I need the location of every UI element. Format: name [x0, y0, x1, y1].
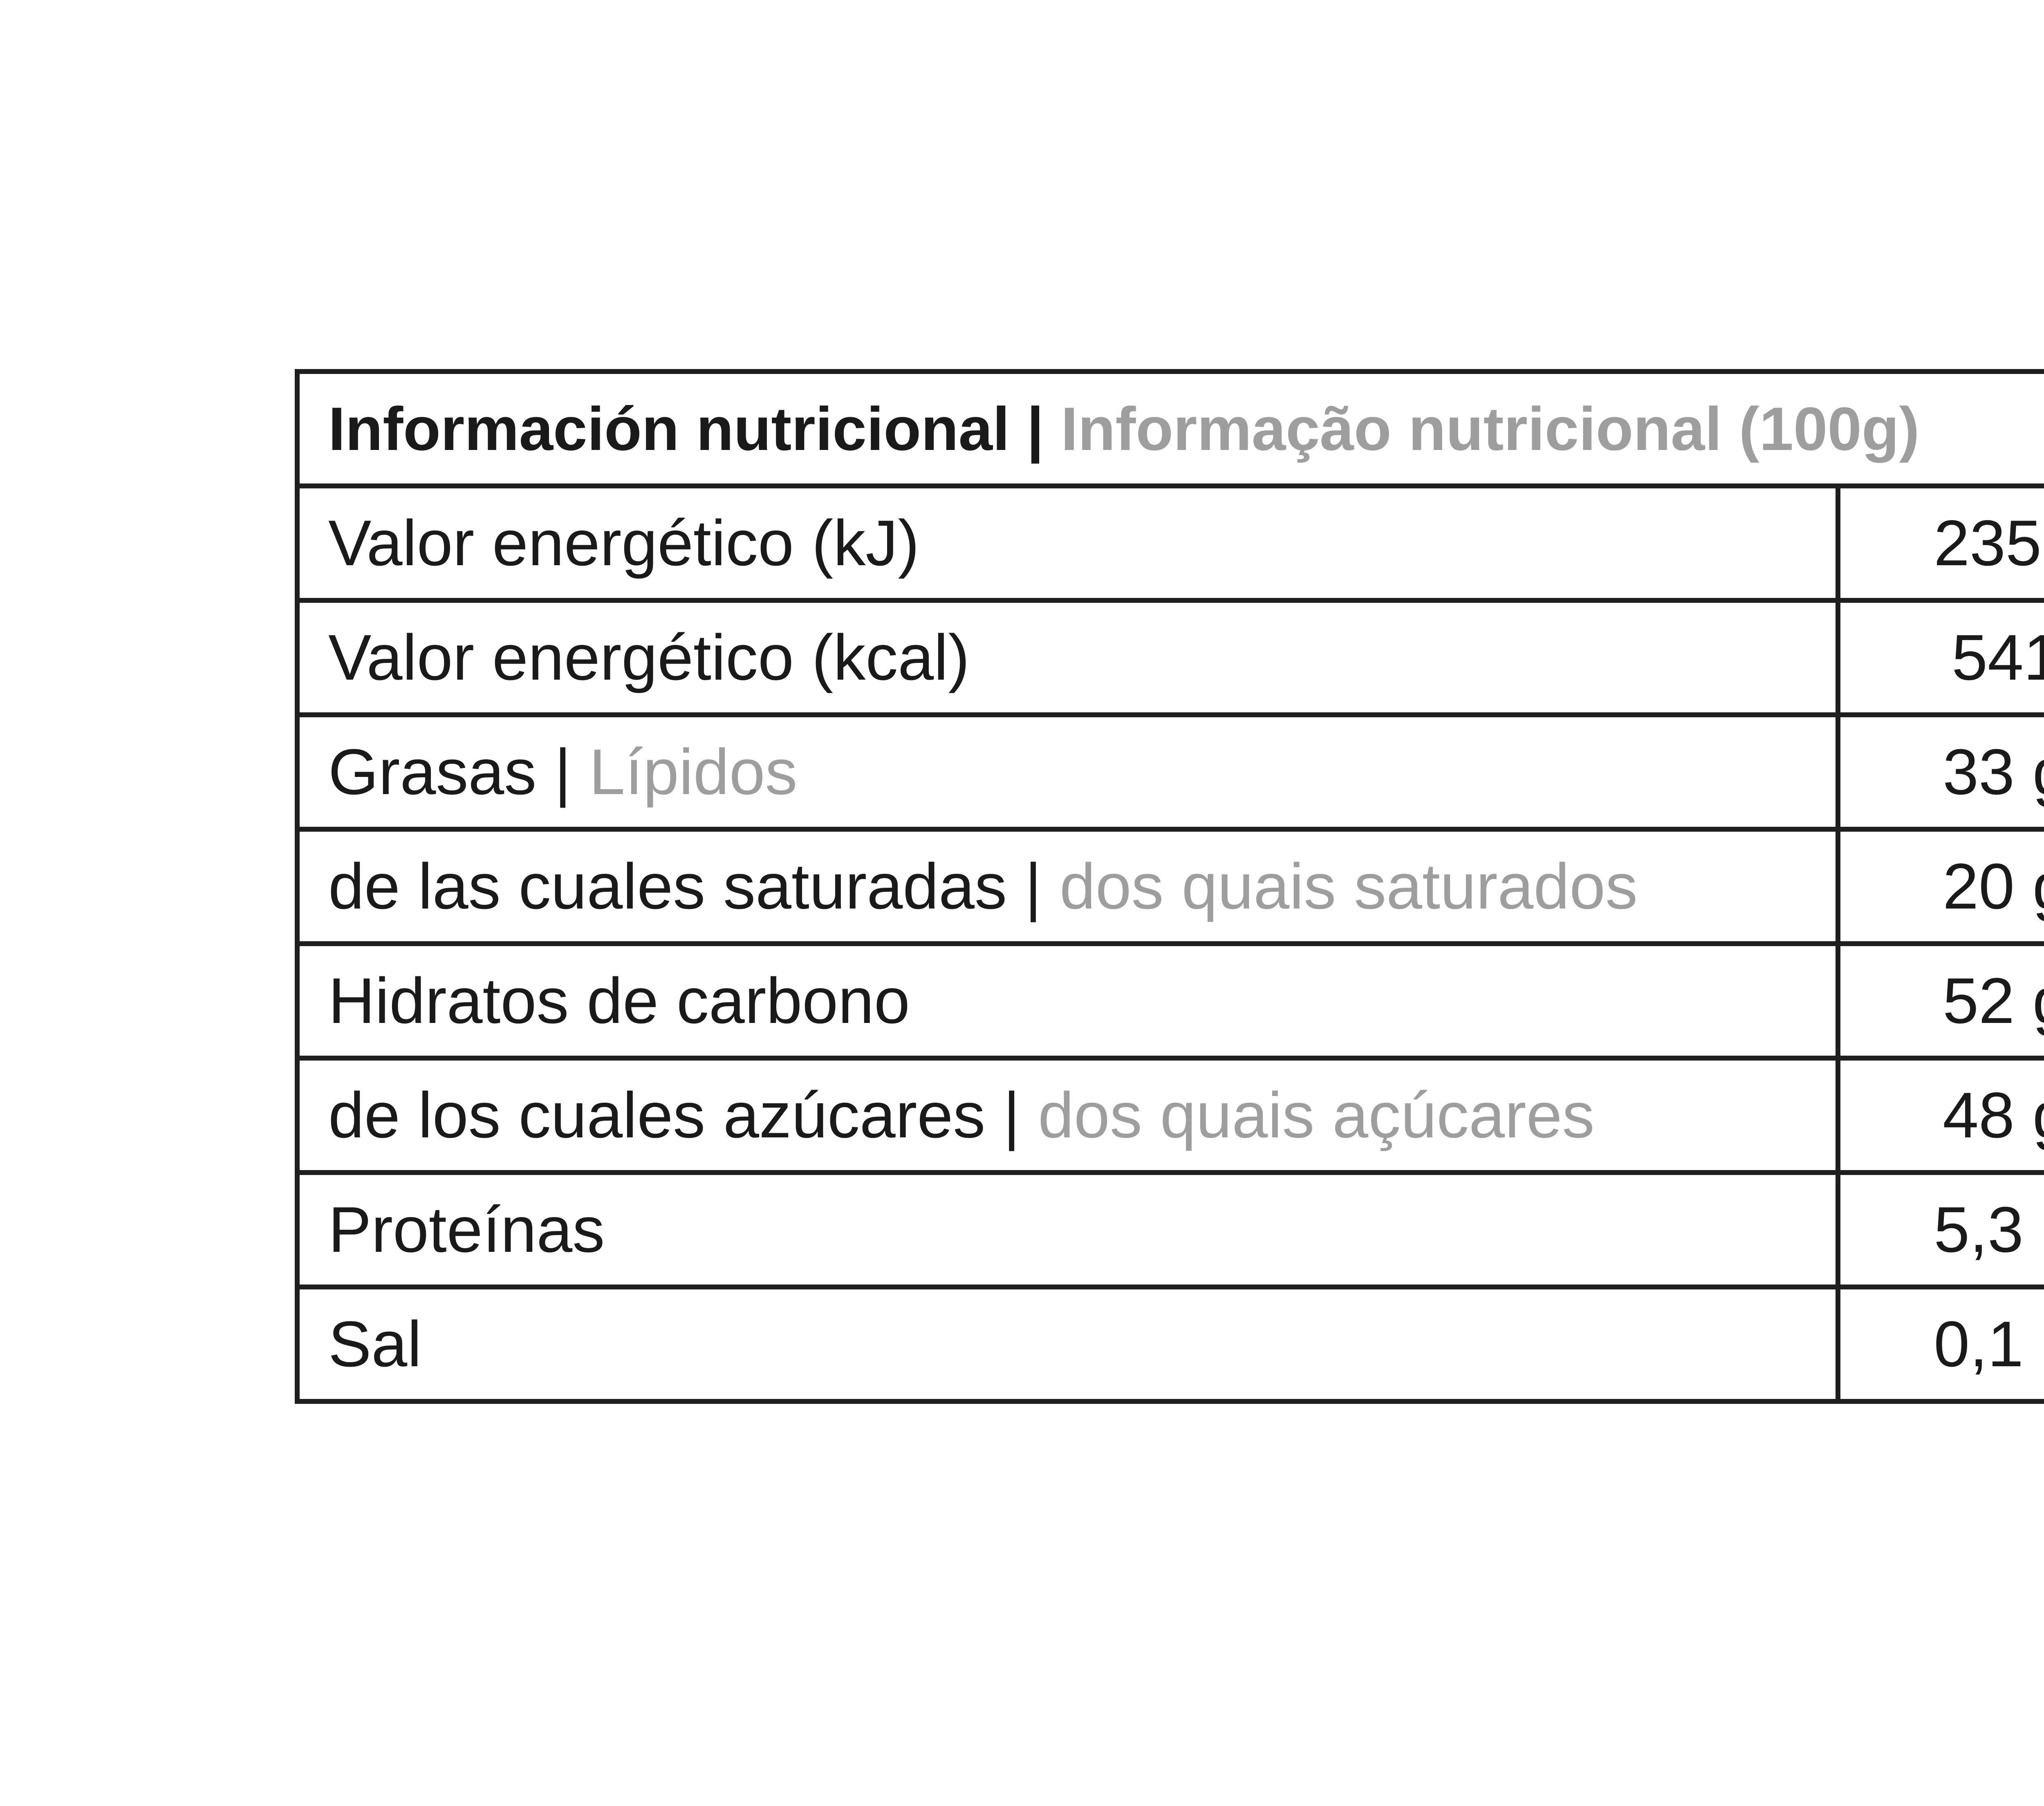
nutrient-value: 541	[1836, 598, 2044, 717]
nutrient-label: Proteínas	[295, 1170, 1840, 1289]
nutrient-row: Proteínas 5,3 g	[295, 1170, 2044, 1289]
table-header-row: Información nutricional | Informação nut…	[295, 369, 2044, 488]
nutrient-value: 0,1 g	[1836, 1285, 2044, 1404]
nutrient-label-spanish: Hidratos de carbono	[328, 965, 910, 1037]
header-separator-space	[1044, 394, 1061, 463]
header-title-portuguese: Informação nutricional (100g)	[1061, 394, 1920, 463]
nutrient-value: 5,3 g	[1836, 1170, 2044, 1289]
nutrient-value: 52 g	[1836, 941, 2044, 1061]
nutrient-label: Sal	[295, 1285, 1840, 1404]
label-separator-pipe: |	[985, 1079, 1038, 1151]
nutrient-label: Valor energético (kJ)	[295, 483, 1840, 603]
table-body: Valor energético (kJ)2353Valor energétic…	[295, 483, 2044, 1404]
nutrient-label-spanish: Proteínas	[328, 1193, 605, 1266]
nutrient-label-spanish: de los cuales azúcares	[328, 1079, 986, 1151]
header-title-spanish: Información nutricional	[328, 394, 1010, 463]
nutrient-row: Hidratos de carbono 52 g	[295, 941, 2044, 1061]
nutrient-label-portuguese: Lípidos	[589, 736, 798, 808]
header-separator	[1010, 394, 1027, 463]
nutrient-value: 2353	[1836, 483, 2044, 603]
nutrient-label-spanish: de las cuales saturadas	[328, 850, 1007, 922]
nutrient-row: de los cuales azúcares | dos quais açúca…	[295, 1056, 2044, 1175]
nutrition-facts-table: Información nutricional | Informação nut…	[295, 369, 2044, 1404]
nutrient-label: de las cuales saturadas | dos quais satu…	[295, 827, 1840, 946]
label-separator-pipe: |	[536, 736, 589, 808]
nutrient-label-portuguese: dos quais açúcares	[1038, 1079, 1595, 1151]
nutrient-label-spanish: Valor energético (kcal)	[328, 621, 970, 694]
nutrient-label: Grasas | Lípidos	[295, 712, 1840, 832]
nutrient-label-portuguese: dos quais saturados	[1059, 850, 1638, 922]
nutrient-label: Hidratos de carbono	[295, 941, 1840, 1061]
nutrient-value: 20 g	[1836, 827, 2044, 946]
nutrient-label: Valor energético (kcal)	[295, 598, 1840, 717]
nutrient-label-spanish: Valor energético (kJ)	[328, 507, 919, 579]
header-separator-pipe: |	[1026, 394, 1044, 463]
table-header-cell: Información nutricional | Informação nut…	[295, 369, 2044, 488]
nutrient-row: de las cuales saturadas | dos quais satu…	[295, 827, 2044, 946]
nutrient-row: Valor energético (kJ) 2353	[295, 483, 2044, 603]
nutrient-label: de los cuales azúcares | dos quais açúca…	[295, 1056, 1840, 1175]
nutrient-row: Valor energético (kcal) 541	[295, 598, 2044, 717]
label-separator-pipe: |	[1007, 850, 1060, 922]
nutrient-value: 33 g	[1836, 712, 2044, 832]
nutrient-row: Sal 0,1 g	[295, 1285, 2044, 1404]
nutrient-label-spanish: Sal	[328, 1308, 422, 1380]
nutrient-label-spanish: Grasas	[328, 736, 537, 808]
nutrient-value: 48 g	[1836, 1056, 2044, 1175]
